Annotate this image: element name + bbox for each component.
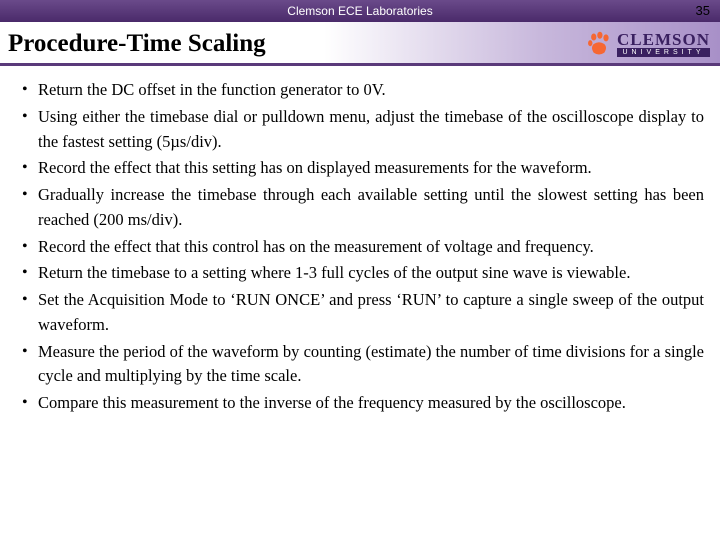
list-item: Record the effect that this control has … (38, 235, 704, 260)
paw-icon (585, 30, 613, 58)
logo-brand: CLEMSON (617, 31, 710, 48)
list-item: Using either the timebase dial or pulldo… (38, 105, 704, 155)
title-bar: Procedure-Time Scaling CLEMSON UNIVERSIT… (0, 22, 720, 66)
list-item: Return the DC offset in the function gen… (38, 78, 704, 103)
list-item: Compare this measurement to the inverse … (38, 391, 704, 416)
list-item: Set the Acquisition Mode to ‘RUN ONCE’ a… (38, 288, 704, 338)
list-item: Return the timebase to a setting where 1… (38, 261, 704, 286)
list-item: Measure the period of the waveform by co… (38, 340, 704, 390)
page-number: 35 (696, 3, 710, 18)
bullet-list: Return the DC offset in the function gen… (16, 78, 704, 416)
list-item: Gradually increase the timebase through … (38, 183, 704, 233)
content-area: Return the DC offset in the function gen… (0, 66, 720, 428)
logo-subtext: UNIVERSITY (617, 48, 710, 57)
clemson-logo: CLEMSON UNIVERSITY (585, 30, 710, 58)
page-title: Procedure-Time Scaling (8, 30, 266, 58)
lab-name: Clemson ECE Laboratories (287, 4, 432, 18)
list-item: Record the effect that this setting has … (38, 156, 704, 181)
logo-text: CLEMSON UNIVERSITY (617, 31, 710, 57)
header-bar: Clemson ECE Laboratories (0, 0, 720, 22)
